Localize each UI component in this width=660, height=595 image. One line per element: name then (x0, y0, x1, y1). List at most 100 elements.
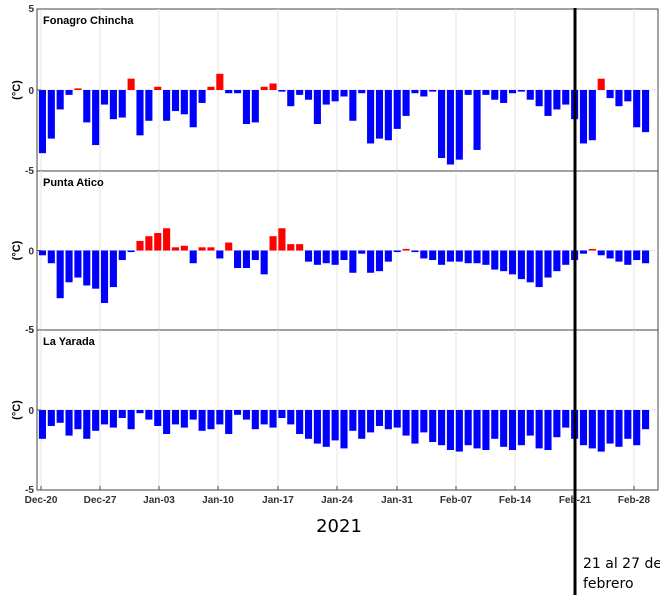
bar (438, 410, 446, 446)
bar (624, 250, 632, 265)
bar (145, 410, 153, 420)
bar (633, 250, 641, 261)
bar (402, 410, 410, 436)
x-tick-label: Jan-31 (381, 495, 413, 506)
y-tick-label: 0 (28, 247, 34, 258)
bar (92, 410, 100, 431)
bar (517, 250, 525, 280)
bar (154, 410, 162, 426)
bar (163, 410, 171, 434)
bar (367, 250, 375, 273)
bar (296, 90, 304, 95)
bar (597, 78, 605, 90)
bar (74, 250, 82, 278)
bar (508, 90, 517, 94)
bar (180, 245, 188, 251)
x-tick-label: Jan-17 (262, 495, 294, 506)
bar (118, 410, 126, 418)
bar (508, 410, 517, 450)
bar (189, 410, 197, 420)
bar (56, 410, 64, 423)
bar (92, 250, 100, 289)
bar (127, 250, 135, 253)
bar (287, 244, 295, 251)
bar (83, 250, 91, 286)
bar (579, 90, 588, 144)
bar (615, 250, 623, 262)
bar (633, 90, 641, 128)
bar (296, 410, 304, 434)
bar (455, 90, 463, 160)
bar (47, 250, 55, 264)
bar (606, 90, 614, 99)
y-tick-label: -5 (25, 325, 34, 336)
bar (304, 250, 313, 262)
bar (198, 410, 206, 431)
bar (313, 410, 321, 444)
bar (420, 90, 428, 97)
bar (438, 250, 446, 265)
bar (624, 410, 632, 439)
bar (127, 78, 135, 90)
bar (65, 410, 73, 436)
bar (553, 410, 561, 438)
bar (56, 90, 64, 110)
bar (358, 90, 366, 94)
bar (198, 90, 206, 103)
bar (340, 410, 348, 449)
bar (464, 250, 472, 264)
x-tick-label: Jan-03 (143, 495, 175, 506)
bar (464, 90, 472, 95)
bar (455, 250, 463, 262)
bar (588, 248, 596, 251)
bar (198, 247, 206, 251)
x-tick-label: Jan-24 (321, 495, 353, 506)
bar (429, 250, 437, 261)
bar (500, 250, 508, 272)
bar (358, 410, 366, 439)
bar (38, 410, 46, 439)
bar (367, 90, 375, 144)
bar (109, 410, 117, 428)
bar (269, 83, 277, 90)
bar (269, 236, 277, 251)
y-axis-label: (°C) (11, 400, 23, 420)
bar (615, 90, 623, 107)
bar (544, 250, 552, 278)
y-axis-label: (°C) (11, 240, 23, 260)
bar (216, 250, 224, 259)
bar (526, 90, 534, 100)
bar (225, 90, 233, 94)
bar (154, 233, 162, 251)
bar (83, 410, 91, 439)
bar (482, 410, 490, 450)
bar (429, 410, 437, 442)
bar (438, 90, 446, 159)
bar (384, 90, 392, 141)
bar (464, 410, 472, 446)
bar (597, 250, 605, 256)
bar (331, 90, 339, 102)
bar (216, 73, 224, 90)
bar (375, 410, 384, 426)
bar (313, 90, 321, 125)
bar (118, 90, 126, 118)
bar (517, 410, 525, 446)
bar (446, 410, 454, 450)
bar (260, 250, 268, 275)
bar (473, 90, 481, 150)
bar (100, 410, 109, 425)
bar (171, 247, 180, 251)
bar (242, 90, 250, 125)
bar (251, 410, 259, 430)
bar (535, 410, 543, 449)
bar (473, 250, 481, 264)
bar (535, 90, 543, 107)
bar (313, 250, 321, 265)
bar (393, 250, 401, 253)
bar (606, 410, 614, 444)
bar (296, 244, 304, 251)
bar (340, 250, 348, 261)
y-tick-label: 5 (28, 4, 34, 15)
bar (65, 90, 73, 95)
